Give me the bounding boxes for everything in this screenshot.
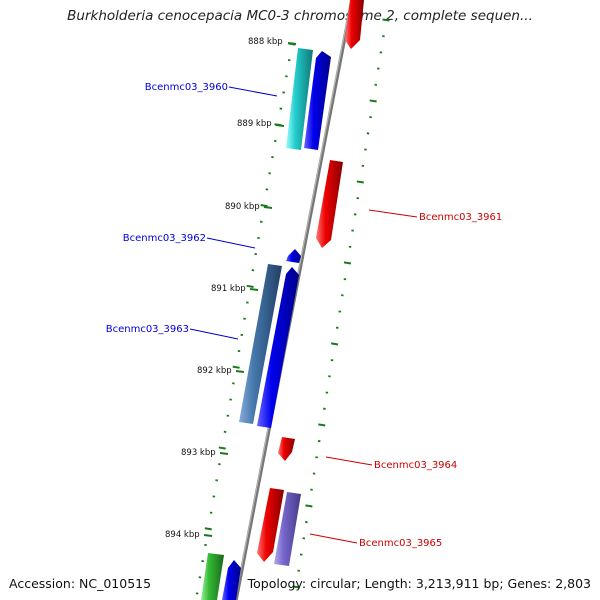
feature-blue-3960[interactable]: [304, 51, 331, 150]
gene-label-3962[interactable]: Bcenmc03_3962: [123, 233, 206, 244]
gene-label-3963[interactable]: Bcenmc03_3963: [106, 324, 189, 335]
tick-label: 893 kbp: [181, 448, 216, 458]
forward-leaders: [189, 86, 278, 340]
feature-blue-3962[interactable]: [286, 249, 301, 263]
tick-mark: [305, 504, 313, 508]
tick-mark: [292, 585, 300, 589]
topology-summary-text: Topology: circular; Length: 3,213,911 bp…: [247, 576, 591, 591]
tick-label: 890 kbp: [225, 202, 260, 212]
tick-mark: [343, 261, 352, 265]
reverse-gene-labels: Bcenmc03_3961 Bcenmc03_3964 Bcenmc03_396…: [359, 212, 502, 549]
tick-label: 892 kbp: [197, 366, 232, 376]
tick-leaders: [203, 42, 297, 537]
tick-mark: [232, 365, 240, 369]
gene-label-3965[interactable]: Bcenmc03_3965: [359, 538, 442, 549]
feature-green-bottom[interactable]: [201, 553, 224, 600]
tick-track-outer: [292, 18, 390, 589]
tick-label: 891 kbp: [211, 284, 246, 294]
forward-gene-labels: Bcenmc03_3960 Bcenmc03_3962 Bcenmc03_396…: [106, 82, 228, 335]
map-title: Burkholderia cenocepacia MC0-3 chromosom…: [67, 8, 533, 24]
tick-mark: [331, 342, 339, 346]
gene-label-3960[interactable]: Bcenmc03_3960: [145, 82, 228, 93]
tick-mark: [260, 204, 268, 208]
tick-labels: 888 kbp 889 kbp 890 kbp 891 kbp 892 kbp …: [165, 37, 283, 540]
gene-label-3961[interactable]: Bcenmc03_3961: [419, 212, 502, 223]
feature-cyan-3960[interactable]: [286, 48, 313, 150]
tick-mark: [218, 446, 226, 450]
tick-label: 894 kbp: [165, 530, 200, 540]
tick-mark: [369, 99, 377, 103]
feature-red-3964[interactable]: [278, 437, 295, 461]
feature-steel-3963[interactable]: [239, 264, 282, 424]
feature-purple-3965[interactable]: [274, 492, 301, 566]
tick-mark: [382, 18, 390, 22]
gene-label-3964[interactable]: Bcenmc03_3964: [374, 460, 457, 471]
tick-mark: [318, 423, 326, 427]
feature-red-3961[interactable]: [316, 160, 343, 248]
feature-red-3965[interactable]: [257, 488, 284, 562]
accession-text: Accession: NC_010515: [9, 576, 152, 591]
feature-blue-bottom[interactable]: [222, 560, 241, 600]
reverse-leaders: [309, 209, 418, 544]
tick-mark: [246, 284, 254, 288]
tick-track-inner: [195, 42, 296, 595]
tick-label: 889 kbp: [237, 119, 272, 129]
tick-mark: [356, 180, 364, 184]
feature-red-top[interactable]: [345, 0, 364, 49]
tick-mark: [204, 527, 212, 531]
feature-blue-3963[interactable]: [257, 267, 299, 428]
tick-label: 888 kbp: [248, 37, 283, 47]
